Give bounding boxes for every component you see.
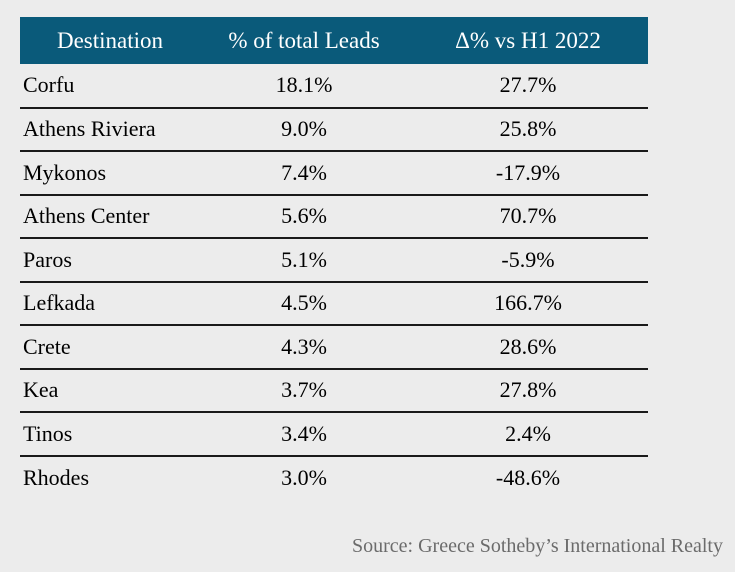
cell-leads: 7.4% (200, 151, 408, 196)
table-body: Corfu 18.1% 27.7% Athens Riviera 9.0% 25… (20, 64, 648, 499)
cell-leads: 4.5% (200, 281, 408, 326)
cell-destination: Athens Center (20, 194, 200, 239)
table-row: Athens Center 5.6% 70.7% (20, 194, 648, 239)
table-row: Tinos 3.4% 2.4% (20, 412, 648, 457)
leads-table: Destination % of total Leads Δ% vs H1 20… (20, 17, 648, 499)
header-destination: Destination (20, 17, 200, 64)
table-row: Rhodes 3.0% -48.6% (20, 456, 648, 500)
cell-delta: -17.9% (408, 151, 648, 196)
table-row: Corfu 18.1% 27.7% (20, 64, 648, 109)
table-header-row: Destination % of total Leads Δ% vs H1 20… (20, 17, 648, 64)
cell-delta: -5.9% (408, 238, 648, 283)
table-row: Crete 4.3% 28.6% (20, 325, 648, 370)
table-row: Kea 3.7% 27.8% (20, 368, 648, 413)
cell-destination: Rhodes (23, 464, 89, 490)
cell-delta: 28.6% (408, 325, 648, 370)
cell-leads: 9.0% (200, 107, 408, 152)
cell-delta: 25.8% (408, 107, 648, 152)
cell-leads: 5.6% (200, 194, 408, 239)
cell-leads: 4.3% (200, 325, 408, 370)
cell-delta: 166.7% (408, 281, 648, 326)
cell-delta: 27.8% (408, 368, 648, 413)
cell-destination: Mykonos (20, 151, 200, 196)
source-credit: Source: Greece Sotheby’s International R… (352, 535, 723, 557)
cell-leads: 3.0% (281, 464, 327, 490)
cell-leads: 18.1% (200, 64, 408, 109)
table-row: Mykonos 7.4% -17.9% (20, 151, 648, 196)
table-row: Lefkada 4.5% 166.7% (20, 281, 648, 326)
cell-delta: 70.7% (408, 194, 648, 239)
table-header: Destination % of total Leads Δ% vs H1 20… (20, 17, 648, 64)
cell-destination: Kea (20, 368, 200, 413)
cell-destination: Paros (20, 238, 200, 283)
table-row: Paros 5.1% -5.9% (20, 238, 648, 283)
cell-leads: 3.4% (200, 412, 408, 457)
cell-delta: 27.7% (408, 64, 648, 109)
header-delta: Δ% vs H1 2022 (408, 17, 648, 64)
cell-destination: Lefkada (20, 281, 200, 326)
header-leads: % of total Leads (200, 17, 408, 64)
table-row: Athens Riviera 9.0% 25.8% (20, 107, 648, 152)
cell-delta: 2.4% (408, 412, 648, 457)
cell-destination: Tinos (20, 412, 200, 457)
cell-leads: 5.1% (200, 238, 408, 283)
cell-delta: -48.6% (495, 464, 561, 490)
cell-destination: Athens Riviera (20, 107, 200, 152)
cell-leads: 3.7% (200, 368, 408, 413)
cell-destination: Crete (20, 325, 200, 370)
cell-destination: Corfu (20, 64, 200, 109)
